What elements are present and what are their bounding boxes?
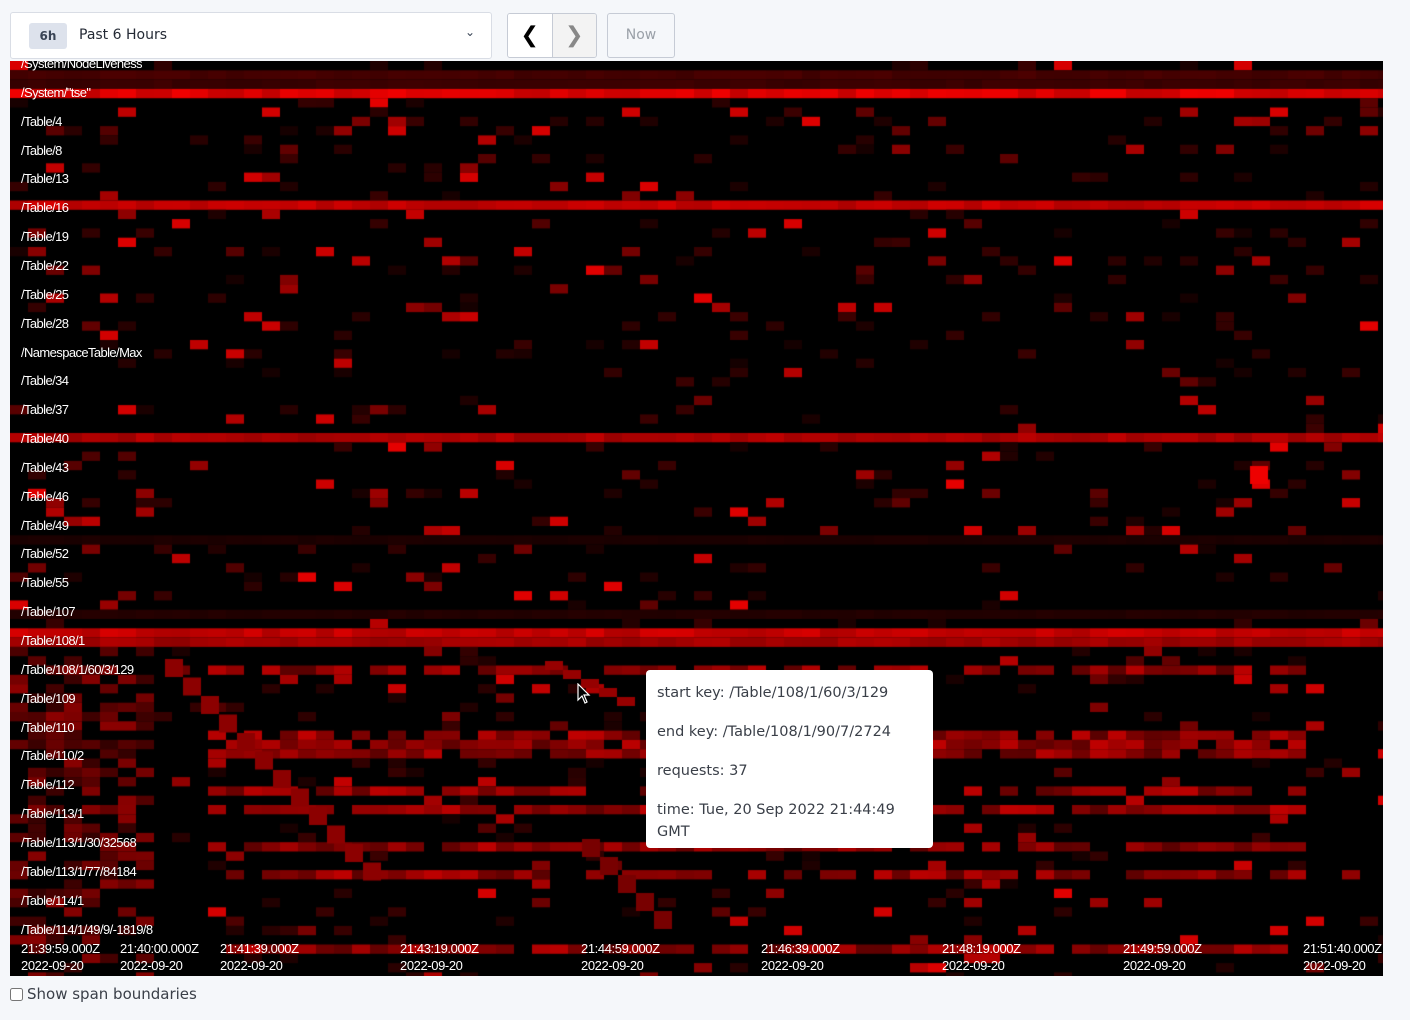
chevron-left-icon: ❮ bbox=[520, 23, 539, 48]
key-visualizer-heatmap[interactable]: /System/NodeLiveness/System/"tse" /Table/… bbox=[10, 61, 1383, 976]
key-label: /Table/19 bbox=[21, 229, 69, 245]
time-tick-label: 21:39:59.000Z 2022-09-20 bbox=[21, 940, 100, 974]
key-label: /Table/113/1/77/84184 bbox=[21, 863, 137, 879]
tick-date: 2022-09-20 bbox=[220, 958, 283, 973]
key-label: /Table/25 bbox=[21, 286, 69, 302]
key-label: /Table/8 bbox=[21, 142, 62, 158]
tick-date: 2022-09-20 bbox=[120, 958, 183, 973]
key-label: /Table/28 bbox=[21, 315, 69, 331]
key-label: /Table/13 bbox=[21, 171, 69, 187]
tick-time: 21:49:59.000Z bbox=[1123, 941, 1202, 956]
now-button[interactable]: Now bbox=[607, 13, 675, 58]
previous-button[interactable]: ❮ bbox=[508, 14, 553, 57]
key-label: /Table/113/1 bbox=[21, 806, 84, 822]
key-label: /System/"tse" bbox=[21, 84, 91, 100]
time-range-select[interactable]: 6h Past 6 Hours ⌄ bbox=[10, 12, 492, 59]
key-label: /Table/16 bbox=[21, 200, 69, 216]
tick-time: 21:41:39.000Z bbox=[220, 941, 299, 956]
key-label: /Table/112 bbox=[21, 777, 75, 793]
key-label: /Table/46 bbox=[21, 488, 69, 504]
tick-time: 21:39:59.000Z bbox=[21, 941, 100, 956]
time-tick-label: 21:48:19.000Z 2022-09-20 bbox=[942, 940, 1021, 974]
key-label: /NamespaceTable/Max bbox=[21, 344, 142, 360]
key-label: /Table/108/1/60/3/129 bbox=[21, 661, 134, 677]
tick-date: 2022-09-20 bbox=[581, 958, 644, 973]
chevron-right-icon: ❯ bbox=[565, 23, 584, 48]
tooltip-requests: requests: 37 bbox=[657, 763, 748, 779]
time-tick-label: 21:43:19.000Z 2022-09-20 bbox=[400, 940, 479, 974]
tick-time: 21:51:40.000Z bbox=[1303, 941, 1382, 956]
next-button[interactable]: ❯ bbox=[552, 14, 596, 57]
tooltip-start-key: start key: /Table/108/1/60/3/129 bbox=[657, 685, 889, 701]
time-range-label: Past 6 Hours bbox=[79, 27, 167, 43]
tick-time: 21:43:19.000Z bbox=[400, 941, 479, 956]
span-boundaries-checkbox[interactable] bbox=[10, 987, 23, 1001]
key-label: /Table/49 bbox=[21, 517, 69, 533]
key-label: /Table/110 bbox=[21, 719, 75, 735]
time-range-badge: 6h bbox=[29, 23, 67, 49]
key-label: /Table/114/1 bbox=[21, 892, 84, 908]
tick-date: 2022-09-20 bbox=[1303, 958, 1366, 973]
heatmap-tooltip: start key: /Table/108/1/60/3/129 end key… bbox=[646, 670, 933, 848]
time-tick-label: 21:40:00.000Z 2022-09-20 bbox=[120, 940, 199, 974]
key-label: /Table/43 bbox=[21, 459, 69, 475]
key-label: /Table/52 bbox=[21, 546, 69, 562]
tick-date: 2022-09-20 bbox=[1123, 958, 1186, 973]
time-nav-group: ❮ ❯ bbox=[507, 13, 597, 58]
chevron-down-icon: ⌄ bbox=[464, 25, 475, 39]
key-label: /Table/109 bbox=[21, 690, 76, 706]
time-tick-label: 21:46:39.000Z 2022-09-20 bbox=[761, 940, 840, 974]
time-tick-label: 21:49:59.000Z 2022-09-20 bbox=[1123, 940, 1202, 974]
tick-time: 21:44:59.000Z bbox=[581, 941, 660, 956]
key-label: /System/NodeLiveness bbox=[21, 61, 143, 71]
span-boundaries-label: Show span boundaries bbox=[27, 985, 197, 1003]
tick-date: 2022-09-20 bbox=[761, 958, 824, 973]
time-tick-label: 21:44:59.000Z 2022-09-20 bbox=[581, 940, 660, 974]
tick-date: 2022-09-20 bbox=[21, 958, 84, 973]
key-label: /Table/107 bbox=[21, 604, 76, 620]
time-tick-label: 21:41:39.000Z 2022-09-20 bbox=[220, 940, 299, 974]
key-label: /Table/37 bbox=[21, 402, 69, 418]
key-label: /Table/40 bbox=[21, 431, 69, 447]
tick-time: 21:46:39.000Z bbox=[761, 941, 840, 956]
tick-date: 2022-09-20 bbox=[400, 958, 463, 973]
tooltip-end-key: end key: /Table/108/1/90/7/2724 bbox=[657, 724, 892, 740]
tick-date: 2022-09-20 bbox=[942, 958, 1005, 973]
span-boundaries-toggle[interactable]: Show span boundaries bbox=[10, 985, 197, 1003]
key-label: /Table/110/2 bbox=[21, 748, 84, 764]
key-label: /Table/34 bbox=[21, 373, 69, 389]
key-label: /Table/4 bbox=[21, 113, 62, 129]
key-label: /Table/22 bbox=[21, 257, 69, 273]
tick-time: 21:48:19.000Z bbox=[942, 941, 1021, 956]
key-label: /Table/55 bbox=[21, 575, 69, 591]
mouse-cursor-icon bbox=[577, 683, 591, 704]
key-label: /Table/114/1/49/9/-1819/8 bbox=[21, 921, 153, 937]
time-tick-label: 21:51:40.000Z 2022-09-20 bbox=[1303, 940, 1382, 974]
tooltip-time: time: Tue, 20 Sep 2022 21:44:49 GMT bbox=[657, 802, 895, 840]
tick-time: 21:40:00.000Z bbox=[120, 941, 199, 956]
key-label: /Table/113/1/30/32568 bbox=[21, 834, 137, 850]
key-label: /Table/108/1 bbox=[21, 633, 85, 648]
